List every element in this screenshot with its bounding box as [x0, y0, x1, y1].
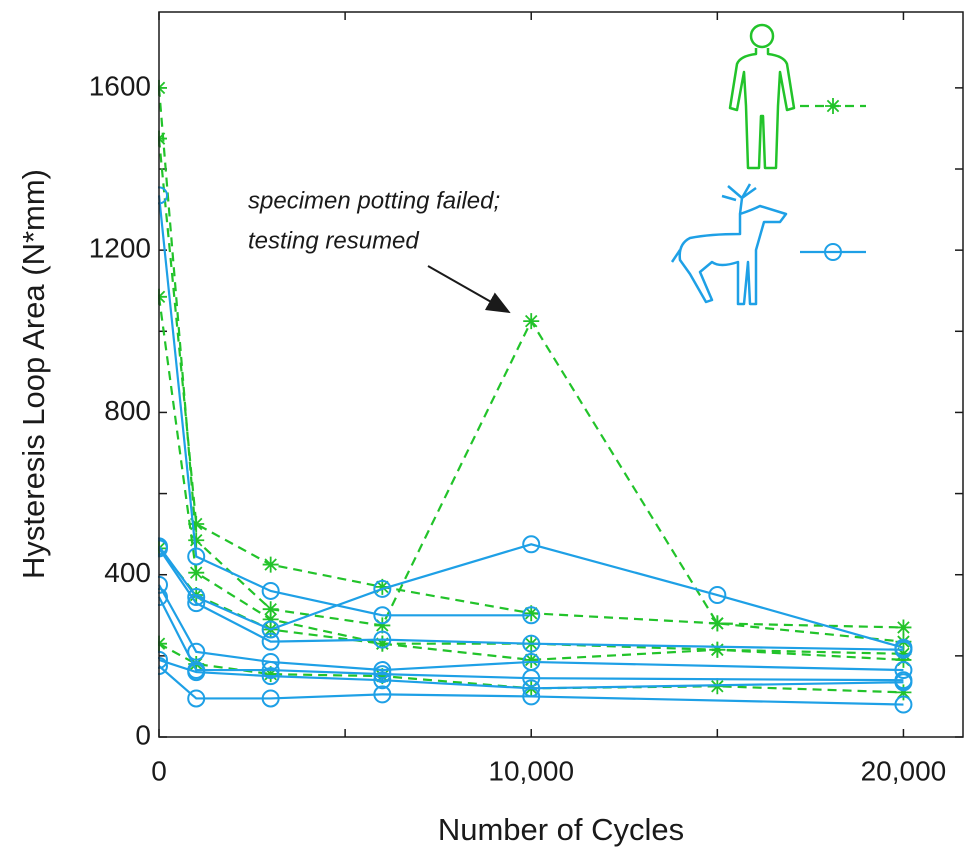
series-line — [158, 547, 904, 651]
point — [374, 578, 391, 595]
x-tick-label: 0 — [151, 755, 167, 786]
legend-marker — [824, 243, 842, 261]
point — [373, 606, 392, 625]
y-tick-label: 400 — [104, 557, 151, 588]
series — [158, 588, 913, 690]
series — [158, 539, 913, 659]
series — [158, 535, 913, 657]
point — [522, 687, 541, 706]
series-line — [158, 658, 904, 690]
point — [374, 635, 391, 652]
y-tick-label: 1200 — [89, 233, 151, 264]
point — [262, 601, 279, 618]
point — [262, 611, 279, 628]
y-tick-label: 0 — [135, 719, 151, 750]
point — [523, 313, 540, 330]
x-tick-label: 20,000 — [861, 755, 947, 786]
series-line — [158, 296, 904, 655]
point — [522, 535, 541, 554]
point — [261, 632, 280, 651]
point — [187, 547, 206, 566]
x-axis-label: Number of Cycles — [438, 812, 684, 847]
point — [522, 669, 541, 688]
point — [187, 663, 206, 682]
point — [894, 640, 913, 659]
point — [523, 605, 540, 622]
point — [261, 581, 280, 600]
point — [373, 665, 392, 684]
point — [374, 617, 391, 634]
point — [894, 661, 913, 680]
series-line — [158, 596, 904, 682]
point — [895, 651, 912, 668]
point — [708, 586, 727, 605]
point — [522, 634, 541, 653]
point — [187, 642, 206, 661]
deer-icon — [670, 183, 788, 306]
point — [373, 671, 392, 690]
series-line — [158, 584, 904, 672]
point — [262, 556, 279, 573]
human-icon — [728, 23, 796, 170]
point — [895, 619, 912, 636]
x-tick-label: 10,000 — [488, 755, 574, 786]
point — [261, 667, 280, 686]
point — [261, 620, 280, 639]
labels: Number of Cycles Hysteresis Loop Area (N… — [16, 70, 946, 847]
point — [894, 695, 913, 714]
point — [894, 673, 913, 692]
point — [261, 689, 280, 708]
point — [374, 668, 391, 685]
point — [373, 579, 392, 598]
series-line — [158, 543, 904, 649]
annotation-text: testing resumed — [248, 227, 419, 254]
y-axis-label: Hysteresis Loop Area (N*mm) — [16, 169, 51, 579]
point — [262, 666, 279, 683]
point — [523, 651, 540, 668]
point — [373, 630, 392, 649]
series-line — [158, 195, 532, 617]
point — [709, 615, 726, 632]
point — [373, 685, 392, 704]
annotation: specimen potting failed; testing resumed — [248, 187, 511, 314]
annotation-text: specimen potting failed; — [248, 187, 500, 214]
annotation-arrow — [427, 265, 511, 314]
point — [188, 564, 205, 581]
y-tick-label: 800 — [104, 395, 151, 426]
point — [187, 689, 206, 708]
plot-frame — [158, 11, 964, 738]
point — [522, 606, 541, 625]
point — [188, 532, 205, 549]
y-tick-label: 1600 — [89, 70, 151, 101]
point — [187, 594, 206, 613]
point — [709, 641, 726, 658]
series — [158, 79, 913, 714]
legend-marker — [825, 98, 841, 114]
point — [187, 588, 206, 607]
point — [188, 516, 205, 533]
legend — [670, 23, 866, 306]
point — [895, 684, 912, 701]
ticks — [158, 12, 963, 738]
point — [261, 661, 280, 680]
